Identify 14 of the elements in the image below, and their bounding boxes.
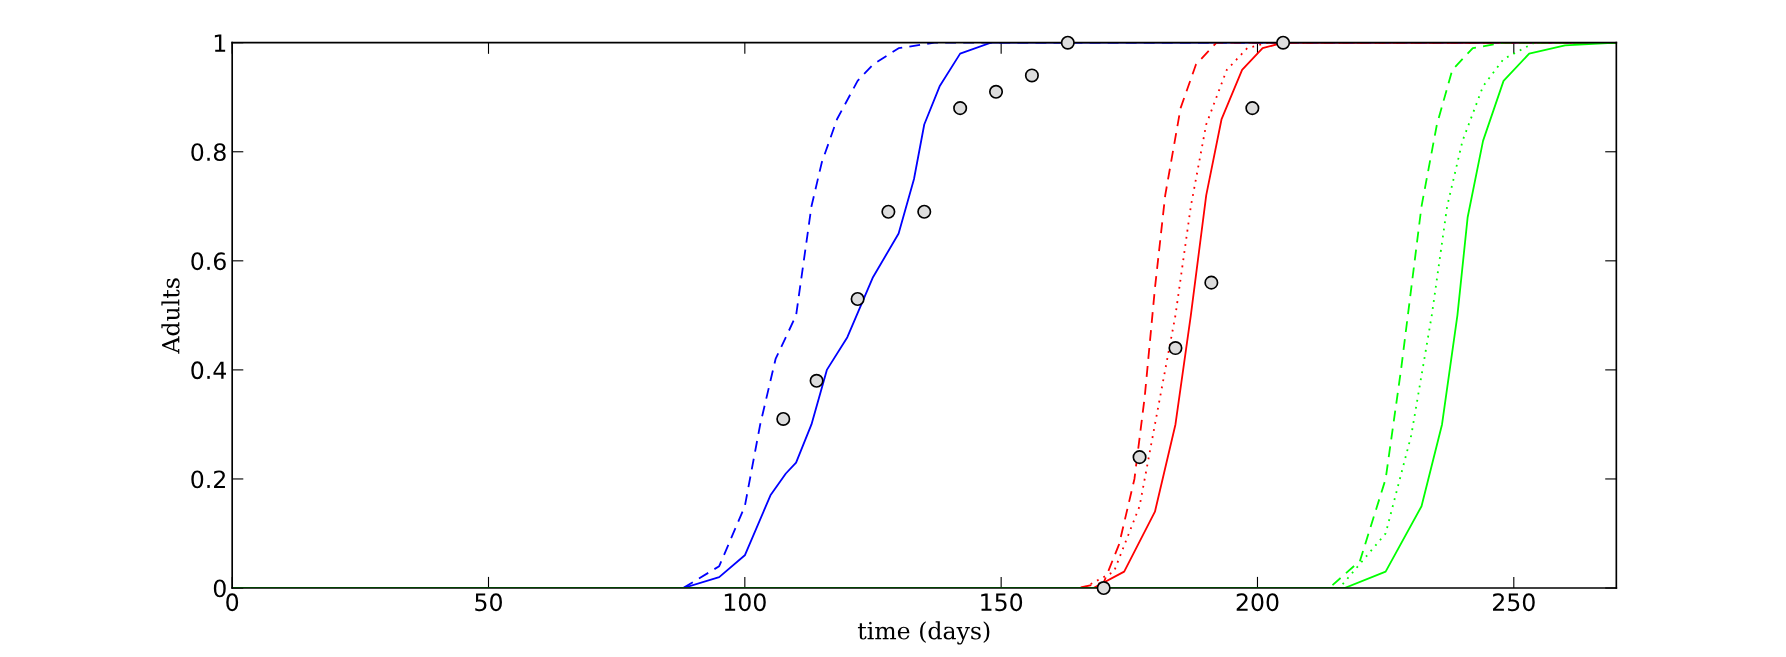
y-axis-title: Adults (161, 278, 180, 354)
x-tick-label: 150 (981, 593, 1023, 612)
x-tick-label: 50 (475, 593, 502, 612)
x-tick-label: 100 (724, 593, 766, 612)
y-tick-label: 0.6 (191, 252, 226, 271)
y-tick-label: 1 (214, 34, 226, 52)
y-tick-label: 0.2 (191, 470, 225, 489)
x-tick-label: 0 (226, 593, 239, 612)
x-tick-label: 200 (1236, 593, 1279, 612)
x-tick-label: 250 (1493, 593, 1535, 612)
y-tick-label: 0.8 (191, 143, 226, 162)
x-axis-title: time (days) (857, 621, 990, 645)
y-tick-label: 0.4 (191, 361, 226, 380)
y-tick-label: 0 (213, 579, 226, 598)
